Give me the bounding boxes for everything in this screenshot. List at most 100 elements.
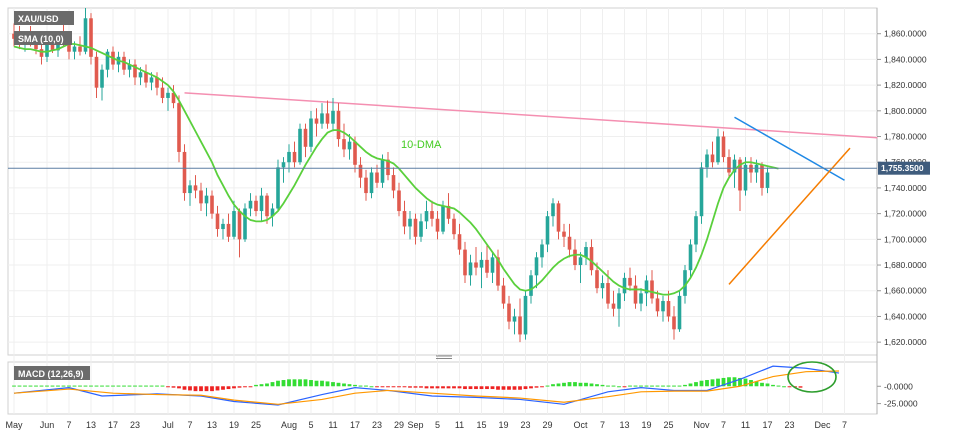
candle-body <box>617 293 621 309</box>
candle <box>584 241 588 266</box>
candle-body <box>369 172 374 194</box>
candle <box>204 187 209 217</box>
symbol-badge <box>14 11 74 25</box>
macd-histogram-bar <box>298 379 302 387</box>
candle <box>496 249 500 291</box>
candle <box>430 200 434 227</box>
price-tick-label: 1,680.0000 <box>884 260 927 270</box>
macd-histogram-bar <box>111 385 115 387</box>
candle <box>655 290 660 317</box>
price-tick-label: 1,640.0000 <box>884 311 927 321</box>
candle <box>391 167 396 199</box>
candle <box>342 123 346 158</box>
candle-body <box>507 303 511 322</box>
candle-body <box>138 72 143 78</box>
macd-histogram-bar <box>413 386 418 388</box>
candle <box>314 108 319 137</box>
candle <box>292 141 297 168</box>
candle-body <box>760 164 764 188</box>
candle <box>221 218 225 240</box>
candle-body <box>259 195 264 212</box>
candle-body <box>100 69 104 88</box>
candle <box>413 213 418 245</box>
macd-histogram-bar <box>798 386 803 388</box>
candle <box>474 247 478 276</box>
candle <box>215 205 220 237</box>
macd-histogram-bar <box>347 384 352 387</box>
candle <box>457 223 462 255</box>
candle <box>166 87 170 111</box>
macd-histogram-bar <box>683 384 687 387</box>
candle <box>507 295 511 330</box>
date-tick-label: 11 <box>328 420 337 430</box>
candle-body <box>666 301 671 317</box>
macd-histogram-bar <box>226 386 231 390</box>
candle-body <box>314 118 319 124</box>
macd-histogram-bar <box>567 382 572 387</box>
macd-histogram-bar <box>248 386 253 388</box>
macd-histogram-bar <box>694 382 698 387</box>
macd-histogram-bar <box>61 385 66 387</box>
candle-body <box>710 154 715 163</box>
candle-body <box>457 234 462 250</box>
candle <box>672 306 676 340</box>
candle-body <box>166 92 170 98</box>
candle-body <box>89 18 93 57</box>
date-tick-label: 15 <box>476 420 486 430</box>
candle-body <box>567 236 572 250</box>
support-trend-line <box>728 147 851 285</box>
macd-histogram-bar <box>699 380 704 387</box>
date-tick-label: 23 <box>784 420 794 430</box>
macd-histogram-bar <box>617 386 621 388</box>
candle-body <box>545 216 550 245</box>
candle <box>254 195 258 217</box>
candle <box>144 64 148 88</box>
candle <box>127 59 132 78</box>
macd-histogram-bar <box>419 386 423 388</box>
candle-body <box>149 77 154 83</box>
macd-histogram-bar <box>562 382 566 387</box>
candle <box>122 51 126 75</box>
macd-histogram-bar <box>45 385 49 387</box>
main-plot-area <box>7 7 878 356</box>
candle <box>193 175 198 199</box>
candle-body <box>419 221 423 237</box>
macd-histogram-bar <box>325 381 330 387</box>
candle <box>309 110 313 152</box>
macd-histogram-bar <box>540 386 544 388</box>
macd-histogram-bar <box>441 386 445 389</box>
candle <box>661 295 665 322</box>
macd-histogram-bar <box>34 385 38 387</box>
macd-histogram-bar <box>705 380 709 387</box>
candle <box>232 200 236 240</box>
price-tick-label: 1,800.0000 <box>884 106 927 116</box>
candle-body <box>144 72 148 83</box>
candle-body <box>386 159 390 176</box>
macd-histogram-bar <box>639 385 643 387</box>
macd-histogram-bar <box>386 386 390 388</box>
candle-body <box>694 216 698 245</box>
price-tick-label: 1,740.0000 <box>884 183 927 193</box>
candle-body <box>677 295 682 330</box>
candle <box>452 213 456 240</box>
candle-body <box>94 56 99 88</box>
macd-histogram-bar <box>17 385 22 387</box>
macd-histogram-bar <box>50 385 55 387</box>
candle-body <box>705 154 709 168</box>
candle-body <box>430 211 434 219</box>
candle-body <box>160 87 165 98</box>
macd-histogram-bar <box>628 385 632 387</box>
candle-body <box>650 280 654 299</box>
pane-resize-handle[interactable] <box>436 355 452 359</box>
candle-body <box>353 141 357 165</box>
price-tick-label: 1,780.0000 <box>884 132 927 142</box>
price-tick-label: 1,840.0000 <box>884 54 927 64</box>
candle-body <box>479 259 484 268</box>
candle-body <box>402 211 407 227</box>
candle-body <box>589 247 594 271</box>
price-tick-label: 1,700.0000 <box>884 234 927 244</box>
macd-histogram-bar <box>166 386 170 388</box>
candle <box>369 167 374 199</box>
macd-histogram-bar <box>633 385 638 387</box>
candle-body <box>254 200 258 212</box>
